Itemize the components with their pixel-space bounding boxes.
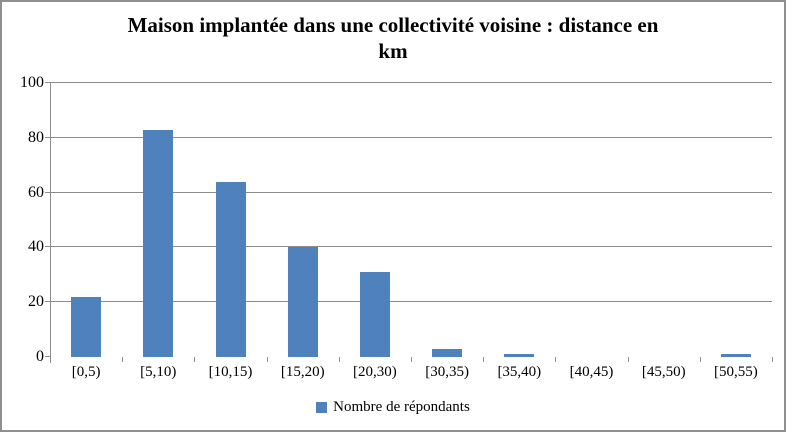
bar-slot-4 xyxy=(339,83,411,357)
x-tick-3 xyxy=(266,357,268,362)
x-tick-10 xyxy=(772,357,773,362)
bar-[5,10) xyxy=(143,129,174,357)
x-axis-label-6: [35,40) xyxy=(497,364,542,380)
y-tick-80 xyxy=(45,136,50,138)
x-tick-8 xyxy=(627,357,629,362)
gridline-100 xyxy=(50,82,772,83)
bars-layer xyxy=(50,83,772,357)
chart-title: Maison implantée dans une collectivité v… xyxy=(2,12,784,64)
bar-[10,15) xyxy=(215,181,246,357)
y-axis-label-60: 60 xyxy=(28,183,44,201)
bar-[30,35) xyxy=(432,348,463,357)
x-axis-label-8: [45,50) xyxy=(641,364,686,380)
y-tick-20 xyxy=(45,301,50,303)
x-axis-label-1: [5,10) xyxy=(140,364,177,380)
gridline-20 xyxy=(50,301,772,303)
x-axis-label-7: [40,45) xyxy=(569,364,614,380)
gridline-80 xyxy=(50,136,772,138)
legend-swatch-icon xyxy=(316,402,328,413)
plot-area xyxy=(45,82,773,363)
y-axis-label-80: 80 xyxy=(28,128,44,146)
y-tick-0 xyxy=(45,356,50,357)
bar-slot-2 xyxy=(194,83,266,357)
bar-[20,30) xyxy=(359,272,390,357)
x-axis-label-9: [50,55) xyxy=(714,364,758,380)
x-tick-9 xyxy=(699,357,701,362)
y-tick-40 xyxy=(45,246,50,248)
x-axis-labels: [0,5) [5,10) [10,15) [15,20) [20,30) [30,35) [… xyxy=(50,363,772,381)
y-tick-60 xyxy=(45,191,50,193)
y-tick-100 xyxy=(45,82,50,83)
y-axis-label-0: 0 xyxy=(36,348,44,365)
bar-slot-5 xyxy=(411,83,483,357)
x-axis-label-2: [10,15) xyxy=(208,364,253,380)
x-tick-4 xyxy=(338,357,340,362)
bar-[50,55) xyxy=(720,354,751,357)
x-tick-7 xyxy=(555,357,557,362)
x-axis-label-5: [30,35) xyxy=(425,364,469,380)
chart-title-line2: km xyxy=(378,39,408,63)
x-tick-1 xyxy=(122,357,124,362)
bar-[0,5) xyxy=(71,296,102,357)
bar-slot-6 xyxy=(483,83,555,357)
bar-slot-3 xyxy=(267,83,339,357)
x-tick-5 xyxy=(411,357,412,362)
x-tick-6 xyxy=(483,357,485,362)
legend: Nombre de répondants xyxy=(2,400,784,415)
y-axis-label-100: 100 xyxy=(20,74,44,91)
y-axis-labels: 0 20 40 60 80 100 xyxy=(2,75,44,365)
y-axis-line xyxy=(50,83,51,363)
x-tick-2 xyxy=(194,357,196,362)
x-axis-label-4: [20,30) xyxy=(353,364,397,380)
gridline-60 xyxy=(50,191,772,193)
x-tick-0 xyxy=(50,357,51,362)
legend-label: Nombre de répondants xyxy=(333,399,470,415)
y-axis-label-20: 20 xyxy=(28,293,44,311)
bar-slot-9 xyxy=(700,83,772,357)
bar-[15,20) xyxy=(287,247,318,357)
bar-slot-8 xyxy=(628,83,700,357)
chart-title-line1: Maison implantée dans une collectivité v… xyxy=(127,13,659,37)
y-axis-label-40: 40 xyxy=(28,238,44,256)
x-axis-label-0: [0,5) xyxy=(71,364,101,380)
bar-slot-7 xyxy=(555,83,627,357)
bar-slot-0 xyxy=(50,83,122,357)
bar-slot-1 xyxy=(122,83,194,357)
bar-[35,40) xyxy=(504,354,535,357)
gridline-40 xyxy=(50,246,772,248)
x-axis-label-3: [15,20) xyxy=(280,364,325,380)
